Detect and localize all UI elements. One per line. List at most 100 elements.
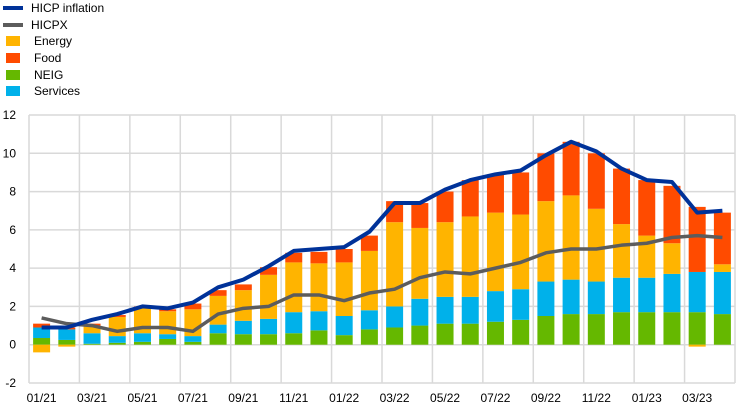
bar-energy (512, 214, 530, 290)
bar-services (587, 281, 605, 315)
bar-energy (436, 222, 454, 297)
legend-item-services: Services (3, 83, 104, 100)
bar-food (688, 206, 706, 272)
bar-food (310, 251, 328, 264)
legend-label-services: Services (34, 84, 81, 99)
line-hicp-inflation (41, 139, 723, 330)
bar-neig (587, 314, 605, 345)
legend-swatch-hicp (3, 6, 23, 11)
bar-services (335, 316, 353, 336)
bar-services (512, 289, 530, 320)
bar-energy (638, 235, 656, 278)
legend-label-energy: Energy (34, 34, 73, 49)
bar-services (713, 271, 731, 315)
bar-services (159, 334, 177, 339)
bar-energy (562, 195, 580, 280)
bar-services (310, 311, 328, 331)
y-tick-label: 10 (3, 146, 17, 160)
bar-services (461, 296, 479, 324)
bar-neig (688, 312, 706, 345)
legend-label-hicpx: HICPX (31, 17, 68, 32)
bar-food (613, 168, 631, 225)
bar-energy (83, 325, 101, 334)
bar-food (663, 185, 681, 244)
x-tick-label: 03/23 (682, 391, 712, 405)
legend-label-neig: NEIG (34, 67, 64, 82)
x-tick-label: 11/21 (279, 391, 308, 405)
bar-services (386, 306, 404, 328)
x-tick-label: 03/21 (77, 391, 107, 405)
bar-neig (562, 314, 580, 345)
bar-food (713, 212, 731, 265)
bar-neig (663, 312, 681, 345)
legend-swatch-neig (6, 69, 20, 80)
bar-neig (133, 341, 151, 345)
bar-neig (512, 319, 530, 345)
bar-services (436, 296, 454, 324)
bar-food (436, 191, 454, 223)
bar-neig (537, 316, 555, 345)
bar-food (234, 284, 252, 291)
bar-energy (613, 224, 631, 278)
bar-neig (159, 338, 177, 345)
legend-item-food: Food (3, 50, 104, 67)
bar-food (360, 235, 378, 251)
bar-energy (486, 212, 504, 292)
bar-services (133, 333, 151, 342)
bar-services (58, 329, 76, 340)
bar-food (562, 141, 580, 196)
y-tick-label: 0 (9, 338, 16, 352)
bar-food (537, 153, 555, 202)
x-tick-label: 01/21 (27, 391, 57, 405)
bar-services (33, 327, 51, 339)
bar-neig (360, 329, 378, 345)
legend-swatch-energy (6, 36, 20, 47)
bar-neig (184, 341, 202, 345)
bar-services (285, 312, 303, 334)
bar-energy (663, 243, 681, 274)
bar-food (411, 203, 429, 228)
bar-food (486, 174, 504, 213)
bar-food (184, 303, 202, 310)
bar-energy (234, 290, 252, 321)
bar-neig (436, 323, 454, 345)
bar-neig (386, 327, 404, 345)
bar-neig (613, 312, 631, 345)
bar-energy (260, 274, 278, 319)
bar-energy (411, 227, 429, 299)
bar-services (411, 298, 429, 326)
y-tick-label: 8 (9, 185, 16, 199)
bar-energy (713, 264, 731, 272)
bar-neig (260, 334, 278, 345)
bar-energy (310, 263, 328, 312)
bar-neig (310, 330, 328, 345)
legend-item-energy: Energy (3, 33, 104, 50)
bar-services (562, 279, 580, 315)
bar-food (335, 249, 353, 263)
y-tick-label: 6 (9, 223, 16, 237)
x-tick-label: 01/23 (632, 391, 662, 405)
bar-services (209, 324, 227, 334)
bar-food (285, 252, 303, 263)
bar-neig (83, 343, 101, 345)
x-tick-label: 01/22 (329, 391, 359, 405)
bar-services (83, 333, 101, 344)
legend-swatch-hicpx (3, 22, 23, 27)
bar-services (613, 277, 631, 313)
bar-neig (33, 338, 51, 345)
bar-energy (386, 222, 404, 307)
bar-neig (234, 334, 252, 345)
y-tick-label: 4 (9, 261, 16, 275)
bar-energy (209, 295, 227, 325)
bar-food (461, 180, 479, 217)
bar-services (360, 310, 378, 330)
legend-item-hicpx: HICPX (3, 17, 104, 34)
bar-neig (285, 333, 303, 345)
bar-services (260, 318, 278, 335)
legend-swatch-food (6, 53, 20, 64)
bar-neig (58, 339, 76, 345)
bar-food (209, 290, 227, 296)
bar-services (234, 320, 252, 335)
bar-neig (461, 323, 479, 345)
bar-neig (335, 335, 353, 345)
